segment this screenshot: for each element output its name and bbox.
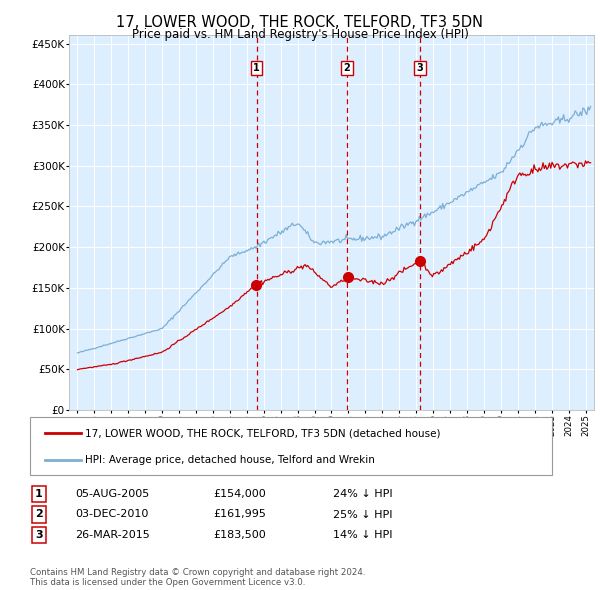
Text: 1: 1: [35, 489, 43, 499]
Text: Contains HM Land Registry data © Crown copyright and database right 2024.
This d: Contains HM Land Registry data © Crown c…: [30, 568, 365, 587]
Text: 3: 3: [35, 530, 43, 540]
Text: £154,000: £154,000: [213, 489, 266, 499]
Text: 1: 1: [253, 63, 260, 73]
Text: 17, LOWER WOOD, THE ROCK, TELFORD, TF3 5DN (detached house): 17, LOWER WOOD, THE ROCK, TELFORD, TF3 5…: [85, 428, 440, 438]
Text: £161,995: £161,995: [213, 510, 266, 519]
Text: 3: 3: [416, 63, 424, 73]
Text: 17, LOWER WOOD, THE ROCK, TELFORD, TF3 5DN: 17, LOWER WOOD, THE ROCK, TELFORD, TF3 5…: [116, 15, 484, 30]
Text: 2: 2: [344, 63, 350, 73]
Text: 25% ↓ HPI: 25% ↓ HPI: [333, 510, 392, 519]
Text: HPI: Average price, detached house, Telford and Wrekin: HPI: Average price, detached house, Telf…: [85, 455, 375, 466]
Text: 26-MAR-2015: 26-MAR-2015: [75, 530, 150, 540]
Text: 24% ↓ HPI: 24% ↓ HPI: [333, 489, 392, 499]
Text: £183,500: £183,500: [213, 530, 266, 540]
Text: 2: 2: [35, 510, 43, 519]
Text: 03-DEC-2010: 03-DEC-2010: [75, 510, 148, 519]
Text: 05-AUG-2005: 05-AUG-2005: [75, 489, 149, 499]
Text: Price paid vs. HM Land Registry's House Price Index (HPI): Price paid vs. HM Land Registry's House …: [131, 28, 469, 41]
Text: 14% ↓ HPI: 14% ↓ HPI: [333, 530, 392, 540]
